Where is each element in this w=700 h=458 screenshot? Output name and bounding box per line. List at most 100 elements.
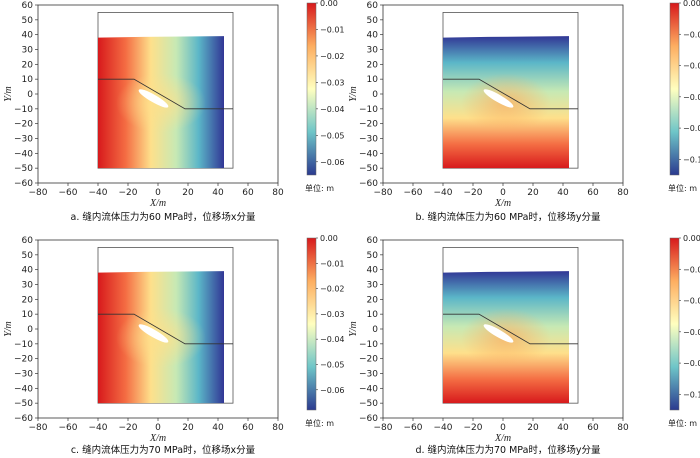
x-tick-label: 60 [242,423,254,433]
y-tick-label: −10 [14,105,33,115]
x-axis-label: X/m [149,198,166,209]
x-tick-label: −20 [464,188,483,198]
y-tick-label: 0 [27,325,33,335]
y-tick-label: 40 [22,266,34,276]
x-tick-label: 0 [155,188,161,198]
x-tick-label: −20 [119,423,138,433]
y-tick-label: 40 [367,266,379,276]
y-axis-label: Y/m [3,321,14,337]
y-tick-label: −60 [359,414,378,424]
y-tick-label: −20 [14,120,33,130]
colorbar-tick-label: −0.04 [320,105,345,114]
x-tick-label: −20 [119,188,138,198]
fracture [138,324,169,343]
panel-caption: d. 缝内流体压力为70 MPa时，位移场y分量 [415,444,601,456]
y-tick-label: 60 [367,1,379,11]
colorbar-tick-label: −0.10 [683,390,700,399]
panel-a: −80 −60 −40 −20 0 20 40 60 806050403020100−10−20… [3,0,345,223]
y-tick-label: 20 [22,295,34,305]
panel-caption: b. 缝内流体压力为60 MPa时，位移场y分量 [415,211,601,223]
x-tick-label: −40 [434,423,453,433]
colorbar-tick-label: −0.03 [320,78,345,87]
x-tick-label: 80 [617,188,629,198]
colorbar-tick-label: −0.05 [320,131,345,140]
colorbar-unit-label: 单位: m [668,183,697,193]
x-tick-label: −80 [29,423,48,433]
colorbar-tick-label: −0.02 [683,30,700,39]
x-tick-label: 80 [272,188,284,198]
x-tick-label: −60 [404,423,423,433]
y-tick-label: −60 [359,179,378,189]
colorbar-unit-label: 单位: m [305,418,334,428]
x-tick-label: −60 [59,188,78,198]
y-tick-label: 0 [372,325,378,335]
y-tick-label: 30 [22,46,34,56]
y-tick-label: 10 [367,75,379,85]
x-tick-label: 0 [500,188,506,198]
x-tick-label: −40 [89,423,108,433]
y-tick-label: 40 [367,31,379,41]
colorbar-tick-label: −0.02 [320,52,345,61]
y-tick-label: −60 [14,414,33,424]
y-tick-label: 10 [22,75,34,85]
y-tick-label: −30 [14,370,33,380]
y-tick-label: −50 [359,399,378,409]
colorbar-tick-label: −0.08 [683,124,700,133]
y-tick-label: −20 [14,355,33,365]
y-tick-label: −40 [359,384,378,394]
x-axis-label: X/m [494,433,511,444]
colorbar-tick-label: −0.06 [683,93,700,102]
y-tick-label: −40 [359,149,378,159]
y-tick-label: 0 [372,90,378,100]
y-tick-label: 60 [367,236,379,246]
x-axis-label: X/m [494,198,511,209]
x-tick-label: 80 [272,423,284,433]
y-tick-label: −50 [359,164,378,174]
colorbar-tick-label: −0.04 [683,62,700,71]
panel-caption: a. 缝内流体压力为60 MPa时，位移场x分量 [71,211,256,223]
x-tick-label: 20 [182,188,194,198]
colorbar-tick-label: −0.08 [683,359,700,368]
y-tick-label: −20 [359,355,378,365]
panel-d: −80 −60 −40 −20 0 20 40 60 806050403020100−10−20… [348,234,700,456]
x-tick-label: −20 [464,423,483,433]
x-tick-label: −80 [29,188,48,198]
y-tick-label: 30 [22,281,34,291]
y-axis-label: Y/m [348,321,359,337]
colorbar-tick-label: 0.00 [683,0,700,8]
x-tick-label: −60 [59,423,78,433]
y-tick-label: 30 [367,46,379,56]
y-tick-label: −40 [14,384,33,394]
y-tick-label: 50 [22,16,34,26]
colorbar-tick-label: −0.06 [683,328,700,337]
colorbar-tick-label: 0.00 [320,0,338,8]
x-tick-label: −40 [89,188,108,198]
colorbar [306,2,317,176]
colorbar-tick-label: −0.05 [320,360,345,369]
x-tick-label: 0 [500,423,506,433]
y-tick-label: 20 [367,60,379,70]
x-tick-label: 40 [557,423,569,433]
colorbar-tick-label: −0.02 [320,285,345,294]
y-tick-label: −50 [14,164,33,174]
x-tick-label: 40 [212,423,224,433]
colorbar [669,2,680,176]
colorbar [669,237,680,411]
colorbar-tick-label: −0.03 [320,310,345,319]
colorbar-tick-label: 0.00 [320,234,338,243]
x-tick-label: 0 [155,423,161,433]
x-tick-label: 60 [587,423,599,433]
x-tick-label: 60 [242,188,254,198]
y-tick-label: −10 [14,340,33,350]
x-tick-label: 20 [527,423,539,433]
y-tick-label: −30 [14,135,33,145]
panel-c: −80 −60 −40 −20 0 20 40 60 806050403020100−10−20… [3,234,345,456]
colorbar-tick-label: 0.00 [683,234,700,243]
x-tick-label: −40 [434,188,453,198]
x-tick-label: 60 [587,188,599,198]
y-tick-label: −60 [14,179,33,189]
colorbar [306,237,317,411]
y-tick-label: 50 [367,16,379,26]
colorbar-tick-label: −0.02 [683,265,700,274]
y-tick-label: −30 [359,135,378,145]
